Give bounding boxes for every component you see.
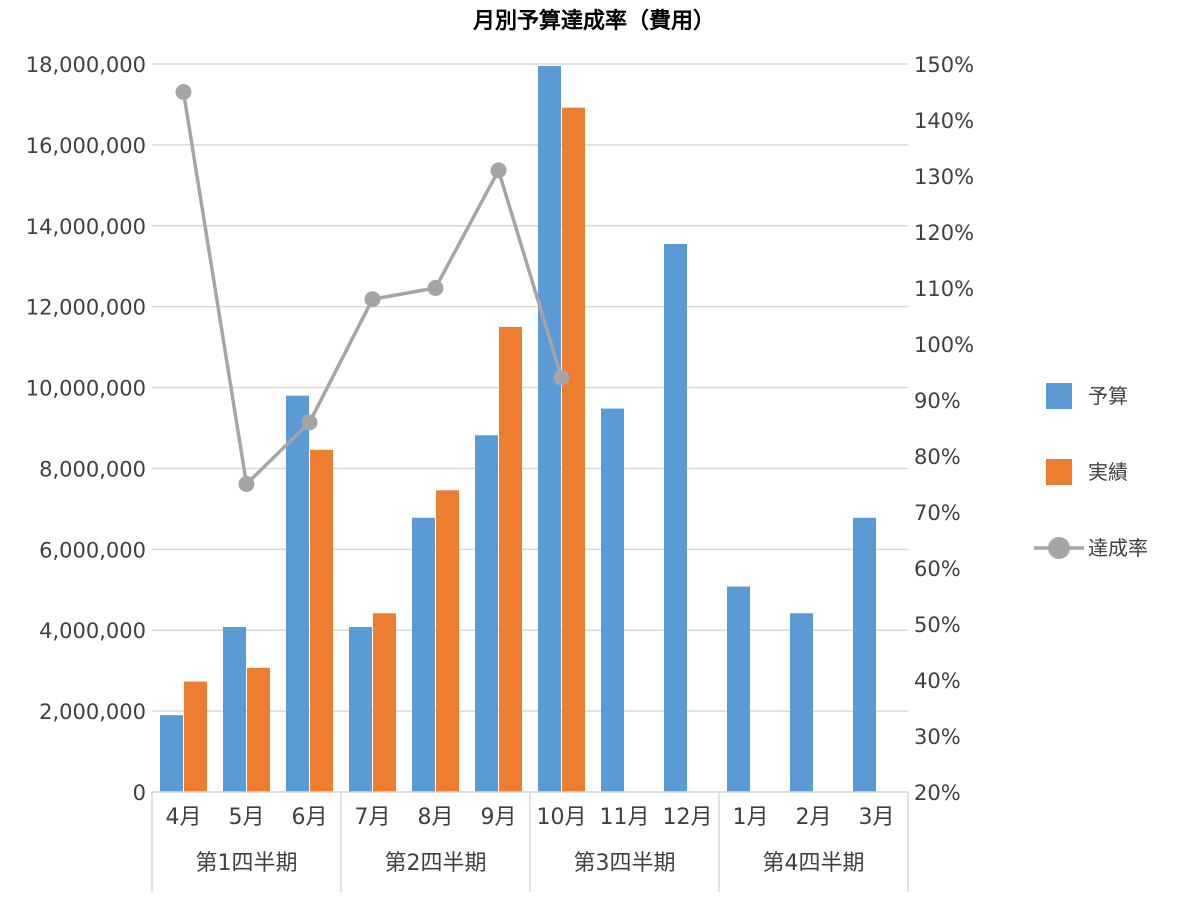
bar-予算 <box>223 626 246 792</box>
y-right-tick-label: 90% <box>914 389 961 413</box>
legend-swatch-実績 <box>1046 459 1072 485</box>
x-tick-label: 10月 <box>537 805 587 830</box>
y-right-tick-label: 110% <box>914 277 974 301</box>
legend-label-実績: 実績 <box>1088 460 1128 484</box>
y-right-tick-label: 130% <box>914 165 974 189</box>
point-達成率 <box>427 280 444 296</box>
y-right-tick-label: 140% <box>914 109 974 133</box>
y-left-tick-label: 10,000,000 <box>26 377 146 401</box>
y-right-tick-label: 80% <box>914 445 961 469</box>
x-tick-label: 4月 <box>166 805 202 830</box>
bar-予算 <box>475 435 498 792</box>
bar-予算 <box>664 243 687 792</box>
point-達成率 <box>364 291 381 308</box>
y-right-tick-label: 150% <box>914 53 974 77</box>
bar-実績 <box>562 107 585 793</box>
bar-予算 <box>286 395 309 792</box>
bar-実績 <box>499 326 522 792</box>
x-tick-label: 12月 <box>663 805 713 830</box>
x-tick-label: 2月 <box>796 805 832 830</box>
point-達成率 <box>490 162 507 179</box>
bar-予算 <box>601 408 624 792</box>
point-達成率 <box>238 476 255 492</box>
bar-実績 <box>436 490 459 792</box>
y-right-tick-label: 50% <box>914 613 961 637</box>
x-tick-label: 11月 <box>600 805 650 830</box>
y-left-tick-label: 14,000,000 <box>26 215 146 239</box>
legend-label-達成率: 達成率 <box>1088 536 1148 560</box>
x-tick-label: 1月 <box>733 805 769 830</box>
y-left-tick-label: 0 <box>133 781 146 805</box>
x-group-label: 第1四半期 <box>196 851 298 876</box>
bar-予算 <box>349 626 372 792</box>
chart-title: 月別予算達成率（費用） <box>472 8 715 34</box>
x-tick-label: 5月 <box>229 805 265 830</box>
y-left-tick-label: 6,000,000 <box>39 538 146 562</box>
y-right-tick-label: 40% <box>914 669 961 693</box>
bar-予算 <box>412 517 435 792</box>
bar-実績 <box>373 613 396 792</box>
x-tick-label: 9月 <box>481 805 517 830</box>
y-right-tick-label: 100% <box>914 333 974 357</box>
y-left-tick-label: 18,000,000 <box>26 53 146 77</box>
bar-実績 <box>310 449 333 792</box>
bar-予算 <box>160 715 183 792</box>
bar-実績 <box>184 681 207 792</box>
y-right-tick-label: 70% <box>914 501 961 525</box>
point-達成率 <box>175 84 192 100</box>
point-達成率 <box>301 414 318 431</box>
y-left-tick-label: 2,000,000 <box>39 700 146 724</box>
x-tick-label: 3月 <box>859 805 895 830</box>
y-right-tick-label: 30% <box>914 725 961 749</box>
x-tick-label: 6月 <box>292 805 328 830</box>
x-tick-label: 8月 <box>418 805 454 830</box>
y-right-tick-label: 60% <box>914 557 961 581</box>
bar-予算 <box>853 517 876 792</box>
x-group-label: 第2四半期 <box>385 851 487 876</box>
x-group-label: 第3四半期 <box>574 851 676 876</box>
y-left-tick-label: 12,000,000 <box>26 296 146 320</box>
bar-予算 <box>790 613 813 792</box>
legend-swatch-予算 <box>1046 383 1072 409</box>
y-left-tick-label: 4,000,000 <box>39 619 146 643</box>
point-達成率 <box>553 369 570 386</box>
bar-予算 <box>727 586 750 792</box>
x-group-label: 第4四半期 <box>763 851 865 876</box>
x-tick-label: 7月 <box>355 805 391 830</box>
bar-実績 <box>247 667 270 792</box>
y-right-tick-label: 20% <box>914 781 961 805</box>
y-right-tick-label: 120% <box>914 221 974 245</box>
legend-label-予算: 予算 <box>1088 384 1128 408</box>
y-left-tick-label: 8,000,000 <box>39 457 146 481</box>
bar-予算 <box>538 66 561 793</box>
legend-marker-達成率 <box>1048 537 1070 559</box>
y-left-tick-label: 16,000,000 <box>26 134 146 158</box>
